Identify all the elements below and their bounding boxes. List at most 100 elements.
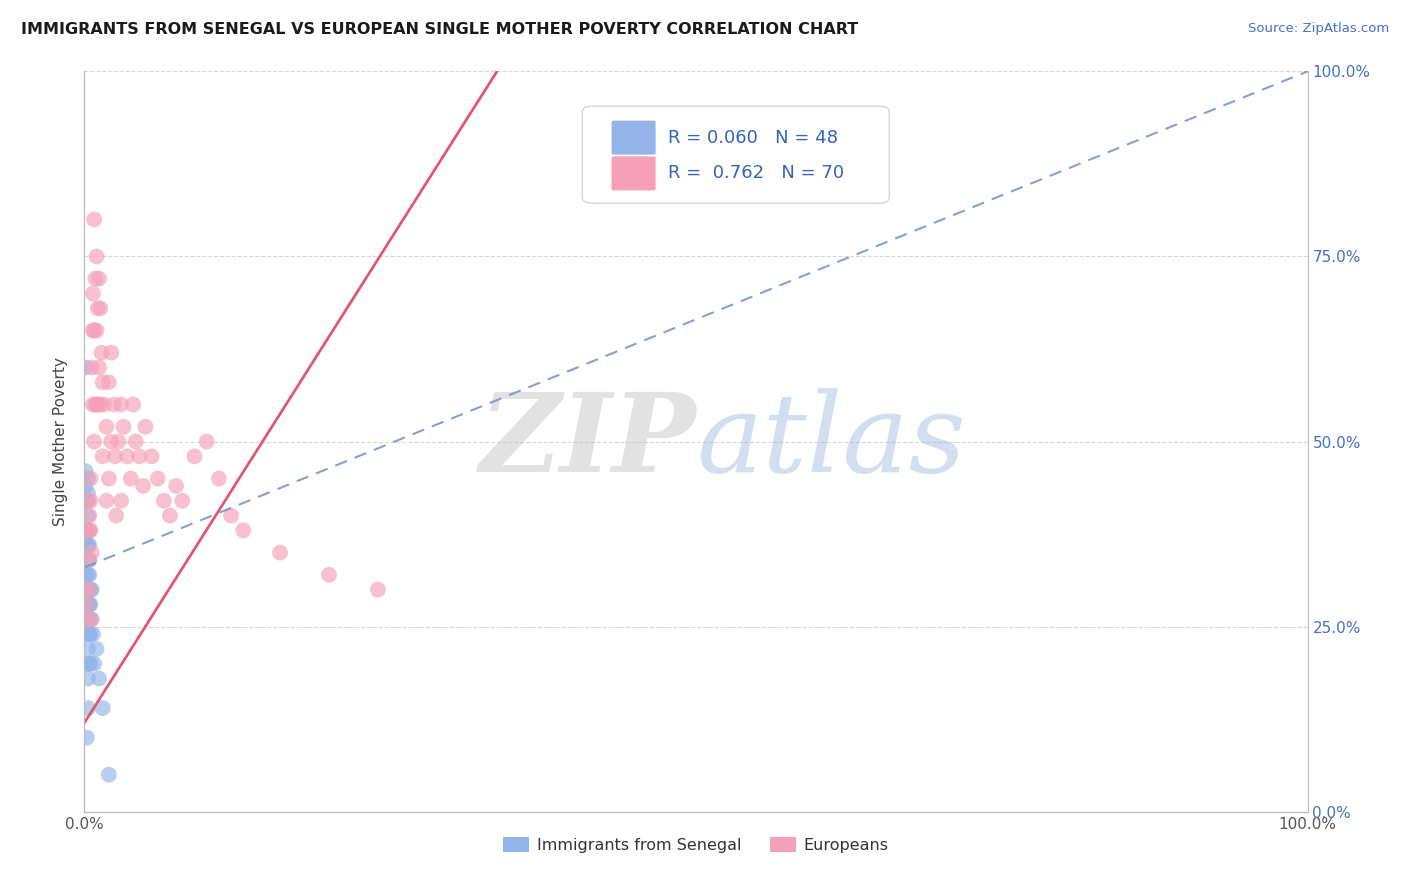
- Point: [84, 398, 107, 412]
- Point: [77, 553, 100, 567]
- Point: [76, 582, 98, 597]
- Point: [76, 538, 98, 552]
- Point: [83, 657, 105, 671]
- Point: [208, 471, 231, 485]
- Point: [112, 419, 135, 434]
- Point: [77, 538, 100, 552]
- Text: IMMIGRANTS FROM SENEGAL VS EUROPEAN SINGLE MOTHER POVERTY CORRELATION CHART: IMMIGRANTS FROM SENEGAL VS EUROPEAN SING…: [21, 22, 858, 37]
- Point: [77, 598, 100, 612]
- FancyBboxPatch shape: [582, 106, 889, 203]
- Point: [93, 398, 115, 412]
- Point: [77, 538, 100, 552]
- Point: [80, 612, 103, 626]
- Point: [110, 398, 132, 412]
- Point: [77, 612, 100, 626]
- Point: [75, 582, 97, 597]
- Point: [110, 493, 132, 508]
- Point: [141, 450, 163, 464]
- Point: [86, 250, 108, 264]
- Point: [87, 672, 110, 686]
- Point: [269, 546, 291, 560]
- Point: [107, 434, 129, 449]
- Point: [125, 434, 148, 449]
- Point: [77, 582, 100, 597]
- Point: [77, 486, 100, 500]
- Text: ZIP: ZIP: [479, 388, 696, 495]
- Point: [77, 524, 100, 538]
- Point: [77, 612, 100, 626]
- Point: [91, 701, 114, 715]
- Point: [77, 524, 100, 538]
- Text: atlas: atlas: [696, 388, 966, 495]
- FancyBboxPatch shape: [612, 156, 655, 190]
- Point: [104, 450, 127, 464]
- Point: [86, 398, 108, 412]
- Point: [172, 493, 194, 508]
- Point: [76, 612, 98, 626]
- Point: [79, 524, 101, 538]
- Point: [135, 419, 157, 434]
- Point: [80, 546, 103, 560]
- Text: R = 0.060   N = 48: R = 0.060 N = 48: [668, 128, 838, 146]
- Point: [76, 731, 98, 745]
- Point: [75, 360, 97, 375]
- Point: [77, 471, 100, 485]
- Text: R =  0.762   N = 70: R = 0.762 N = 70: [668, 164, 844, 182]
- Point: [115, 450, 138, 464]
- Point: [75, 567, 97, 582]
- Point: [77, 657, 100, 671]
- Point: [87, 398, 110, 412]
- Point: [80, 360, 103, 375]
- Point: [77, 627, 100, 641]
- Point: [77, 553, 100, 567]
- Point: [83, 212, 105, 227]
- Point: [75, 493, 97, 508]
- Point: [89, 398, 111, 412]
- Point: [87, 301, 110, 316]
- Point: [87, 271, 110, 285]
- Point: [82, 398, 104, 412]
- Point: [100, 345, 122, 359]
- Point: [77, 493, 100, 508]
- Point: [79, 657, 101, 671]
- Point: [77, 582, 100, 597]
- Point: [165, 479, 187, 493]
- Point: [79, 582, 101, 597]
- Point: [77, 701, 100, 715]
- Point: [77, 508, 100, 523]
- Point: [367, 582, 389, 597]
- Point: [159, 508, 181, 523]
- Point: [219, 508, 242, 523]
- Point: [82, 324, 104, 338]
- Point: [77, 612, 100, 626]
- Point: [77, 672, 100, 686]
- Point: [91, 376, 114, 390]
- Point: [128, 450, 150, 464]
- Point: [183, 450, 205, 464]
- Point: [87, 360, 110, 375]
- Point: [77, 553, 100, 567]
- Point: [77, 524, 100, 538]
- Point: [96, 419, 118, 434]
- Point: [77, 524, 100, 538]
- Point: [77, 508, 100, 523]
- Point: [132, 479, 155, 493]
- Point: [79, 627, 101, 641]
- Point: [77, 493, 100, 508]
- Point: [79, 598, 101, 612]
- Point: [79, 493, 101, 508]
- Legend: Immigrants from Senegal, Europeans: Immigrants from Senegal, Europeans: [496, 830, 896, 859]
- Point: [103, 398, 125, 412]
- Point: [77, 567, 100, 582]
- Point: [97, 376, 120, 390]
- Point: [79, 612, 101, 626]
- Point: [105, 508, 128, 523]
- Point: [153, 493, 176, 508]
- Point: [76, 524, 98, 538]
- Point: [80, 582, 103, 597]
- Point: [83, 434, 105, 449]
- Point: [77, 641, 100, 656]
- Point: [75, 464, 97, 478]
- Point: [76, 598, 98, 612]
- Point: [86, 641, 108, 656]
